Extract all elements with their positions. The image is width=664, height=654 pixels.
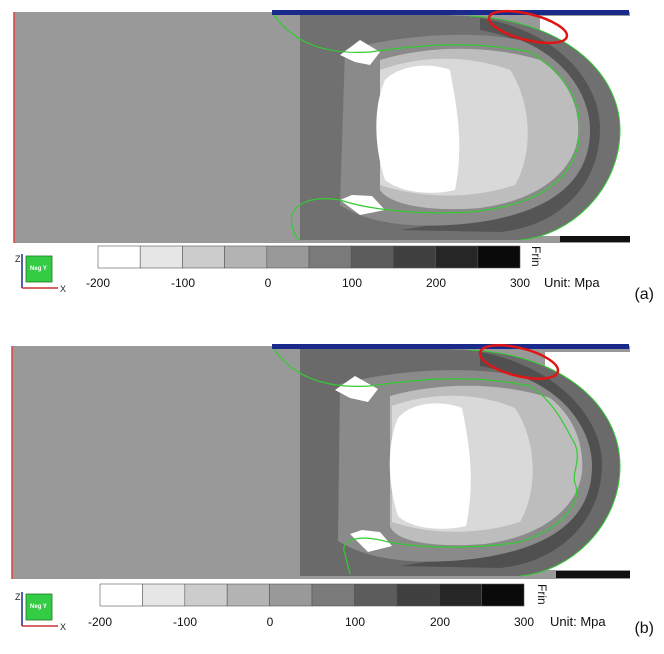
tick-label: -200 — [86, 276, 110, 290]
legend-bin — [481, 583, 525, 607]
highlight-ellipse — [487, 9, 569, 45]
panel-a: Neg Y Z X Frin -200 -100 0 100 200 300 U… — [0, 0, 664, 320]
panel-label-b: (b) — [634, 620, 654, 637]
legend-bin — [142, 583, 186, 607]
tick-label: 200 — [426, 276, 446, 290]
legend-bin — [182, 245, 225, 269]
contour-line — [271, 11, 581, 241]
unit-label: Unit: Mpa — [550, 614, 606, 629]
tick-label: 300 — [514, 615, 534, 629]
view-cube — [25, 255, 53, 283]
stress-contour-plot-a: Neg Y Z X Frin -200 -100 0 100 200 300 U… — [13, 9, 640, 294]
axis-triad: Neg Y Z X — [15, 254, 66, 294]
x-axis-label: X — [60, 622, 66, 632]
legend-bin — [97, 245, 141, 269]
z-axis-label: Z — [15, 254, 21, 264]
legend-bin — [477, 245, 521, 269]
legend-color-bar — [97, 245, 521, 269]
frin-label: Frin — [535, 584, 549, 605]
legend-bin — [396, 583, 440, 607]
tick-label: 0 — [267, 615, 274, 629]
legend-ticks: -200 -100 0 100 200 300 — [88, 615, 534, 629]
legend-bin — [354, 583, 398, 607]
contour-line — [271, 345, 578, 575]
legend-bin — [224, 245, 268, 269]
view-cube — [25, 593, 53, 621]
unit-label: Unit: Mpa — [544, 275, 600, 290]
tick-label: 300 — [510, 276, 530, 290]
tick-label: 0 — [265, 276, 272, 290]
legend-bin — [438, 583, 482, 607]
tick-label: 200 — [430, 615, 450, 629]
legend-bin — [435, 245, 479, 269]
panel-b: Neg Y Z X Frin -200 -100 0 100 200 300 U… — [0, 334, 664, 654]
legend-bin — [308, 245, 352, 269]
legend-bin — [184, 583, 228, 607]
legend-bin — [350, 245, 394, 269]
tick-label: -100 — [171, 276, 195, 290]
legend-bin — [139, 245, 183, 269]
legend-bin — [226, 583, 270, 607]
top-edge — [272, 344, 629, 349]
legend-bin — [269, 583, 313, 607]
legend-bin — [311, 583, 355, 607]
stress-contour-plot-b: Neg Y Z X Frin -200 -100 0 100 200 300 U… — [11, 344, 645, 632]
x-axis-label: X — [60, 284, 66, 294]
legend-bin — [99, 583, 143, 607]
tick-label: 100 — [342, 276, 362, 290]
frin-label: Frin — [529, 246, 543, 267]
axis-triad: Neg Y Z X — [15, 592, 66, 632]
tick-label: 100 — [345, 615, 365, 629]
legend-bin — [266, 245, 310, 269]
legend-bin — [393, 245, 436, 269]
highlight-ellipse — [478, 344, 560, 380]
z-axis-label: Z — [15, 592, 21, 602]
tick-label: -200 — [88, 615, 112, 629]
view-cube-label: Neg Y — [30, 604, 47, 610]
top-edge — [272, 10, 629, 15]
panel-label-a: (a) — [634, 286, 654, 303]
tick-label: -100 — [173, 615, 197, 629]
legend-color-bar — [99, 583, 525, 607]
legend-ticks: -200 -100 0 100 200 300 — [86, 276, 530, 290]
view-cube-label: Neg Y — [30, 266, 47, 272]
